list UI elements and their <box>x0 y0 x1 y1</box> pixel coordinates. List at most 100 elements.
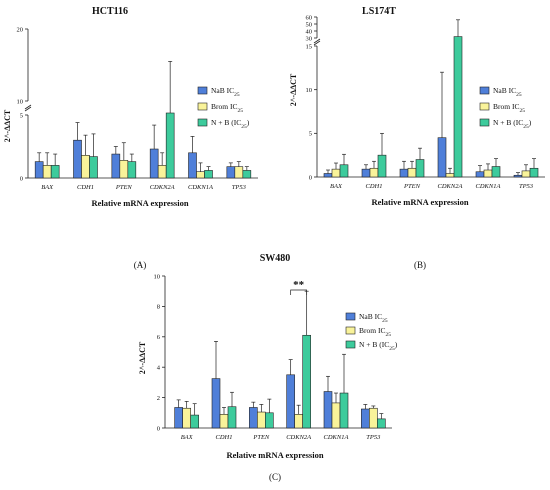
nb-legend-subscript: 25 <box>523 124 529 130</box>
nb-bar <box>50 165 60 179</box>
nab-bar <box>361 168 371 178</box>
hct116-chart: HCT116 0 5 10 20 2^-ΔΔCT BAX CDH1 PTEN CDKN2A CDKN… <box>3 6 258 270</box>
y-tick-label: 5 <box>309 131 312 138</box>
nb-bar <box>242 170 252 179</box>
brom-legend-label: Brom IC25 <box>493 102 525 114</box>
nab-bar <box>73 139 82 179</box>
nab-bar <box>437 137 447 178</box>
brom-bar <box>81 155 90 179</box>
category-label: CDKN1A <box>324 434 349 441</box>
brom-legend-label: Brom IC25 <box>359 326 391 338</box>
nab-legend-label: NaB IC25 <box>359 312 388 324</box>
nb-legend-swatch <box>479 118 490 127</box>
nab-bar <box>399 168 409 178</box>
brom-bar <box>157 165 167 179</box>
y-tick-label: 20 <box>17 26 24 33</box>
category-label: PTEN <box>252 434 270 441</box>
brom-bar <box>42 165 52 179</box>
nab-bar <box>361 408 370 429</box>
x-axis-label: Relative mRNA expression <box>91 198 188 208</box>
y-axis-label: 2^-ΔΔCT <box>289 73 298 106</box>
y-tick-label: 0 <box>157 425 160 432</box>
nab-legend-subscript: 25 <box>516 92 522 98</box>
panel-label: (C) <box>269 472 281 482</box>
y-tick-label: 0 <box>20 175 23 182</box>
brom-legend-subscript: 25 <box>519 108 525 114</box>
nb-bar <box>204 170 213 179</box>
brom-legend-swatch <box>197 102 208 111</box>
y-tick-label: 40 <box>306 28 313 35</box>
brom-legend-swatch <box>479 102 490 111</box>
brom-bar <box>369 167 379 178</box>
axis-break-mark <box>313 38 321 44</box>
nb-bar <box>165 112 175 179</box>
nb-bar <box>190 414 199 429</box>
nab-bar <box>211 378 221 429</box>
y-tick-label: 10 <box>154 273 161 280</box>
y-axis-label: 2^-ΔΔCT <box>3 109 12 142</box>
nb-bar <box>415 159 425 178</box>
nab-bar <box>149 148 159 179</box>
brom-bar <box>445 173 455 178</box>
brom-bar <box>331 168 341 178</box>
brom-bar <box>182 407 191 429</box>
nb-legend-subscript: 25 <box>241 124 247 130</box>
nb-bar <box>127 161 137 179</box>
nab-legend-main: NaB IC <box>493 86 516 95</box>
y-tick-label: 10 <box>17 98 24 105</box>
brom-legend-subscript: 25 <box>385 332 391 338</box>
nab-legend-subscript: 25 <box>382 318 388 324</box>
nb-bar <box>377 418 386 429</box>
category-label: PTEN <box>115 184 133 191</box>
y-tick-label: 8 <box>157 304 160 311</box>
nab-bar <box>323 173 333 178</box>
nb-bar <box>227 406 237 429</box>
nb-bar <box>265 412 274 429</box>
category-label: PTEN <box>403 183 421 190</box>
brom-bar <box>521 170 531 178</box>
category-label: TP53 <box>519 183 534 190</box>
brom-bar <box>369 407 378 429</box>
category-label: TP53 <box>232 184 247 191</box>
panel-label: (B) <box>414 260 426 270</box>
nb-bar <box>529 167 539 178</box>
nb-bar <box>377 154 387 178</box>
x-axis-label: Relative mRNA expression <box>226 450 323 460</box>
category-label: CDKN2A <box>150 184 175 191</box>
y-tick-label: 60 <box>306 14 313 21</box>
sw480-chart: SW480 0 2 4 6 8 10 2^-ΔΔCT BAX CDH1 PTEN CDKN2A CDKN… <box>138 253 398 482</box>
category-label: BAX <box>41 184 54 191</box>
y-axis-label: 2^-ΔΔCT <box>138 341 147 374</box>
nab-bar <box>111 153 121 179</box>
nb-legend-close: ) <box>529 118 532 127</box>
y-tick-label: 15 <box>306 43 313 50</box>
nab-legend-label: NaB IC25 <box>493 86 522 98</box>
nab-bar <box>34 161 44 179</box>
nb-bar <box>453 36 463 178</box>
nb-legend-close: ) <box>395 340 398 349</box>
nab-legend-main: NaB IC <box>359 312 382 321</box>
nab-legend-swatch <box>345 312 356 321</box>
brom-bar <box>257 411 266 429</box>
chart-title: SW480 <box>260 253 291 264</box>
category-label: TP53 <box>366 434 381 441</box>
nab-bar <box>188 152 197 179</box>
category-label: CDH1 <box>216 434 233 441</box>
nab-legend-swatch <box>479 86 490 95</box>
nb-legend-main: N + B (IC <box>359 340 389 349</box>
y-tick-label: 0 <box>309 174 312 181</box>
nb-bar <box>302 334 311 429</box>
nab-legend-label: NaB IC25 <box>211 86 240 98</box>
brom-legend-subscript: 25 <box>237 108 243 114</box>
nab-bar <box>513 174 523 178</box>
y-tick-label: 50 <box>306 21 313 28</box>
nab-legend-main: NaB IC <box>211 86 234 95</box>
nb-bar <box>339 164 349 178</box>
axis-break-mark <box>24 104 32 110</box>
brom-legend-swatch <box>345 326 356 335</box>
y-tick-label: 5 <box>20 112 23 119</box>
nab-bar <box>323 391 333 429</box>
brom-bar <box>483 169 493 178</box>
brom-bar <box>196 171 205 179</box>
